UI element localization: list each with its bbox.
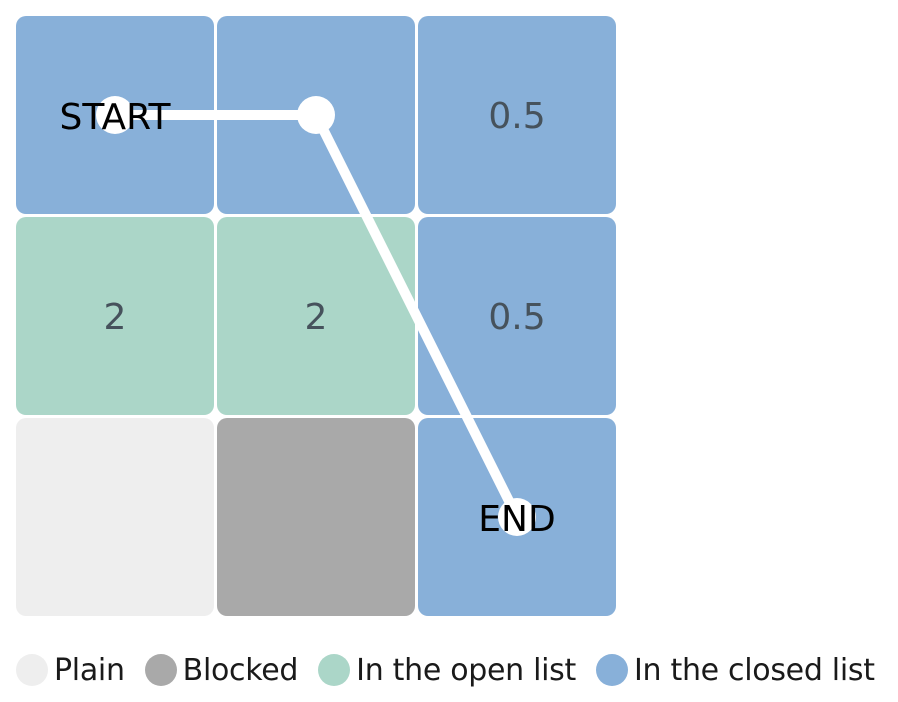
labels-layer: 0.5 2 2 0.5 START END <box>59 96 555 540</box>
legend-label-open-list: In the open list <box>356 652 576 688</box>
legend-swatch-open-list <box>318 654 351 686</box>
grid-cell-r1-c2-closed <box>418 217 616 415</box>
legend-item-open-list: In the open list <box>318 653 576 688</box>
legend: Plain Blocked In the open list In the cl… <box>16 646 875 694</box>
legend-swatch-plain <box>16 654 48 686</box>
grid-cell-r0-c2-closed <box>418 16 616 214</box>
legend-item-closed-list: In the closed list <box>595 652 875 688</box>
cell-cost-label-r1-c2: 0.5 <box>488 297 545 338</box>
legend-label-blocked: Blocked <box>182 652 299 688</box>
grid-cell-r1-c0-open <box>16 217 214 415</box>
start-marker-label: START <box>59 97 171 138</box>
cell-cost-label-r0-c2: 0.5 <box>488 96 545 137</box>
grid-cell-r2-c0-plain <box>16 418 214 616</box>
path-node-2 <box>498 498 536 536</box>
cell-cost-label-r1-c0: 2 <box>104 297 127 338</box>
path-node-1 <box>297 96 335 134</box>
legend-label-closed-list: In the closed list <box>633 652 875 688</box>
legend-swatch-blocked <box>144 654 177 686</box>
path-node-0 <box>96 96 134 134</box>
legend-item-blocked: Blocked <box>144 652 299 688</box>
legend-item-plain: Plain <box>16 653 125 688</box>
end-marker-label: END <box>478 499 555 540</box>
grid-cell-r2-c1-blocked <box>217 418 415 616</box>
legend-label-plain: Plain <box>54 652 125 688</box>
grid-cell-r1-c1-open <box>217 217 415 415</box>
path-layer <box>96 96 536 536</box>
legend-swatch-closed-list <box>595 654 628 686</box>
cell-cost-label-r1-c1: 2 <box>305 297 328 338</box>
